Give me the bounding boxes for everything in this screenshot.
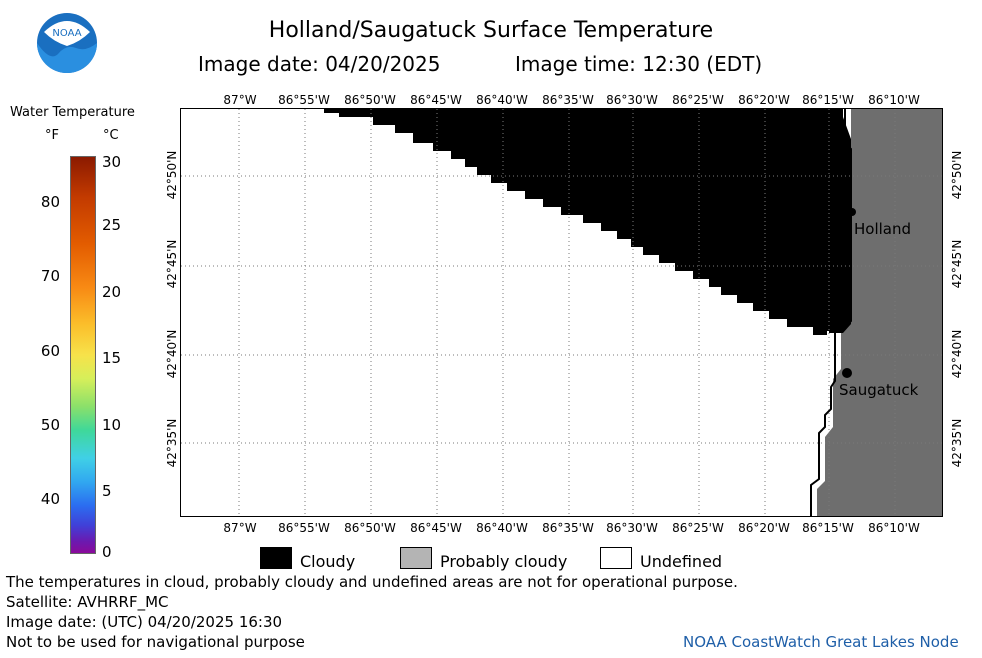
lon-label-top: 86°25'W [672, 93, 724, 107]
lon-label-bottom: 87°W [223, 521, 257, 535]
cloudy-label: Cloudy [300, 552, 356, 571]
credit-link[interactable]: NOAA CoastWatch Great Lakes Node [683, 633, 959, 651]
f-tick: 40 [40, 490, 60, 508]
disclaimer-text: The temperatures in cloud, probably clou… [6, 573, 738, 591]
map-title: Holland/Saugatuck Surface Temperature [268, 18, 714, 43]
lon-label-top: 86°35'W [542, 93, 594, 107]
navigation-warning: Not to be used for navigational purpose [6, 633, 305, 651]
f-tick: 60 [40, 342, 60, 360]
probably-cloudy-label: Probably cloudy [440, 552, 568, 571]
lon-label-bottom: 86°45'W [410, 521, 462, 535]
probably-cloudy-swatch [400, 547, 432, 569]
map-svg [181, 109, 942, 516]
lat-label-right: 42°35'N [950, 418, 964, 468]
lat-label-left: 42°50'N [165, 150, 179, 200]
satellite-text: Satellite: AVHRRF_MC [6, 593, 169, 611]
lat-label-left: 42°45'N [165, 239, 179, 289]
lon-label-top: 86°15'W [802, 93, 854, 107]
noaa-logo-text: NOAA [52, 28, 81, 39]
lat-label-right: 42°40'N [950, 329, 964, 379]
lat-label-right: 42°45'N [950, 239, 964, 289]
lon-label-top: 86°30'W [606, 93, 658, 107]
holland-marker [848, 208, 856, 216]
lon-label-top: 87°W [223, 93, 257, 107]
land-area [817, 109, 942, 516]
utc-date-text: Image date: (UTC) 04/20/2025 16:30 [6, 613, 283, 631]
lon-label-bottom: 86°10'W [868, 521, 920, 535]
lon-label-bottom: 86°30'W [606, 521, 658, 535]
lon-label-bottom: 86°15'W [802, 521, 854, 535]
c-tick: 30 [102, 153, 122, 171]
lon-label-top: 86°55'W [278, 93, 330, 107]
f-tick: 80 [40, 193, 60, 211]
graticule [181, 109, 942, 516]
lon-label-bottom: 86°25'W [672, 521, 724, 535]
temperature-colorbar [70, 156, 96, 554]
unit-celsius: °C [103, 128, 119, 143]
city-label-saugatuck: Saugatuck [839, 381, 919, 399]
lon-label-top: 86°40'W [476, 93, 528, 107]
lon-label-bottom: 86°40'W [476, 521, 528, 535]
c-tick: 10 [102, 416, 122, 434]
undefined-swatch [600, 547, 632, 569]
unit-fahrenheit: °F [45, 128, 59, 143]
f-tick: 70 [40, 267, 60, 285]
undefined-label: Undefined [640, 552, 723, 571]
coastline [810, 109, 852, 516]
lon-label-bottom: 86°55'W [278, 521, 330, 535]
city-label-holland: Holland [854, 220, 912, 238]
lon-label-bottom: 86°50'W [344, 521, 396, 535]
lon-label-bottom: 86°20'W [738, 521, 790, 535]
noaa-logo: NOAA [36, 12, 98, 74]
cloud-edge-staircase [357, 109, 843, 335]
cloudy-swatch [260, 547, 292, 569]
lon-label-top: 86°10'W [868, 93, 920, 107]
image-date: Image date: 04/20/2025 [198, 52, 441, 76]
c-tick: 5 [102, 482, 112, 500]
c-tick: 15 [102, 349, 122, 367]
lon-label-bottom: 86°35'W [542, 521, 594, 535]
c-tick: 20 [102, 283, 122, 301]
map-panel [180, 108, 943, 517]
lat-label-left: 42°35'N [165, 418, 179, 468]
lon-label-top: 86°45'W [410, 93, 462, 107]
c-tick: 0 [102, 543, 112, 561]
f-tick: 50 [40, 416, 60, 434]
image-time: Image time: 12:30 (EDT) [515, 52, 763, 76]
lat-label-right: 42°50'N [950, 150, 964, 200]
c-tick: 25 [102, 216, 122, 234]
lat-label-left: 42°40'N [165, 329, 179, 379]
saugatuck-marker [842, 368, 852, 378]
lon-label-top: 86°50'W [344, 93, 396, 107]
legend-title: Water Temperature [10, 105, 135, 120]
lon-label-top: 86°20'W [738, 93, 790, 107]
